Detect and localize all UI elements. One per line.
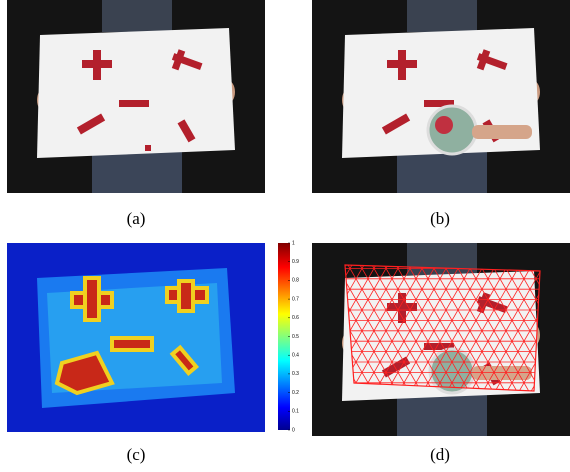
panel-a	[7, 0, 265, 193]
panel-b	[312, 0, 570, 193]
colorbar-tick-label: 0.6	[292, 315, 299, 321]
colorbar-tick-label: 0.9	[292, 259, 299, 265]
caption: (b)	[430, 209, 450, 228]
colorbar-tick-label: 0.3	[292, 371, 299, 377]
colorbar-tick-label: 0.1	[292, 409, 299, 415]
panel-c	[7, 243, 265, 432]
colorbar-tick-label: 0.2	[292, 390, 299, 396]
caption: (a)	[127, 209, 146, 228]
colorbar-tick-label: 1	[292, 240, 295, 246]
colorbar-tick-label: 0.7	[292, 296, 299, 302]
colorbar-tick-label: 0.8	[292, 278, 299, 284]
colorbar-tick-label: 0	[292, 427, 295, 433]
caption: (c)	[127, 445, 146, 464]
caption: (d)	[430, 445, 450, 464]
colorbar-tick-label: 0.4	[292, 353, 299, 359]
colorbar-tick-label: 0.5	[292, 334, 299, 340]
figure: (a) (b) (c) (d) 0 0.1 0.2 0.3 0.4 0.5 0.6 0.7 0.…	[0, 0, 570, 467]
